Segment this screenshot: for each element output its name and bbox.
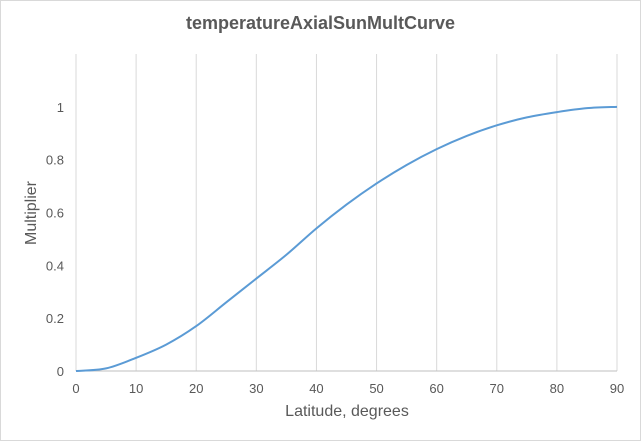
x-axis-label: Latitude, degrees bbox=[285, 403, 409, 420]
y-tick-label: 0.6 bbox=[46, 206, 64, 221]
x-tick-label: 80 bbox=[550, 381, 564, 396]
y-tick-label: 0.2 bbox=[46, 311, 64, 326]
x-tick-label: 60 bbox=[429, 381, 443, 396]
y-tick-label: 0 bbox=[57, 364, 64, 379]
x-tick-label: 30 bbox=[249, 381, 263, 396]
chart-title: temperatureAxialSunMultCurve bbox=[185, 13, 456, 33]
x-tick-label: 0 bbox=[72, 381, 79, 396]
x-tick-label: 20 bbox=[189, 381, 203, 396]
y-tick-label: 0.4 bbox=[46, 258, 64, 273]
x-tick-label: 70 bbox=[490, 381, 504, 396]
x-tick-label: 90 bbox=[610, 381, 624, 396]
x-tick-label: 10 bbox=[129, 381, 143, 396]
x-tick-label: 40 bbox=[309, 381, 323, 396]
y-tick-label: 0.8 bbox=[46, 153, 64, 168]
y-tick-label: 1 bbox=[57, 100, 64, 115]
x-tick-label: 50 bbox=[369, 381, 383, 396]
series-line bbox=[75, 105, 618, 372]
